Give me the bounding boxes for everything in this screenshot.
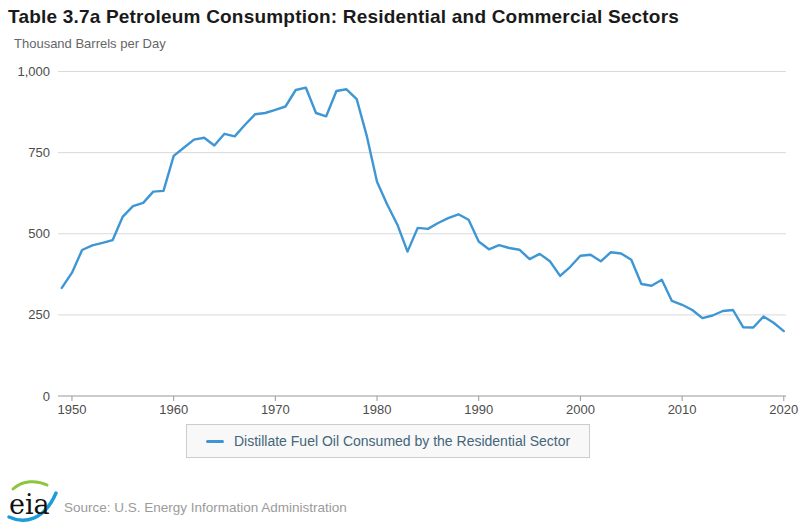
eia-logo-leaf-icon	[13, 482, 47, 489]
x-tick-label: 2010	[668, 402, 697, 417]
source-attribution: Source: U.S. Energy Information Administ…	[64, 500, 347, 515]
x-tick-label: 1990	[464, 402, 493, 417]
x-tick-label: 1960	[159, 402, 188, 417]
y-tick-label: 500	[28, 226, 50, 241]
y-tick-label: 0	[43, 389, 50, 404]
legend-label: Distillate Fuel Oil Consumed by the Resi…	[234, 433, 570, 449]
y-tick-label: 750	[28, 145, 50, 160]
consumption-line-chart[interactable]: 0 250 500 750 1,000 1950 1960 1970 1980 1990 2000 2…	[0, 52, 800, 420]
x-tick-label: 1950	[58, 402, 87, 417]
x-tick-label: 2000	[566, 402, 595, 417]
page-title: Table 3.7a Petroleum Consumption: Reside…	[8, 6, 794, 28]
x-tick-label: 1980	[363, 402, 392, 417]
eia-logo: eia	[6, 476, 60, 524]
legend-line-swatch	[206, 440, 224, 443]
residential-distillate-series-line	[62, 88, 784, 331]
chart-legend: Distillate Fuel Oil Consumed by the Resi…	[186, 424, 590, 458]
x-tick-label: 1970	[261, 402, 290, 417]
y-tick-label: 1,000	[17, 64, 50, 79]
x-tick-label: 2020	[769, 402, 798, 417]
y-axis-title: Thousand Barrels per Day	[14, 36, 166, 51]
y-tick-label: 250	[28, 307, 50, 322]
legend-item-residential-distillate[interactable]: Distillate Fuel Oil Consumed by the Resi…	[206, 433, 570, 449]
eia-logo-text: eia	[9, 489, 50, 520]
